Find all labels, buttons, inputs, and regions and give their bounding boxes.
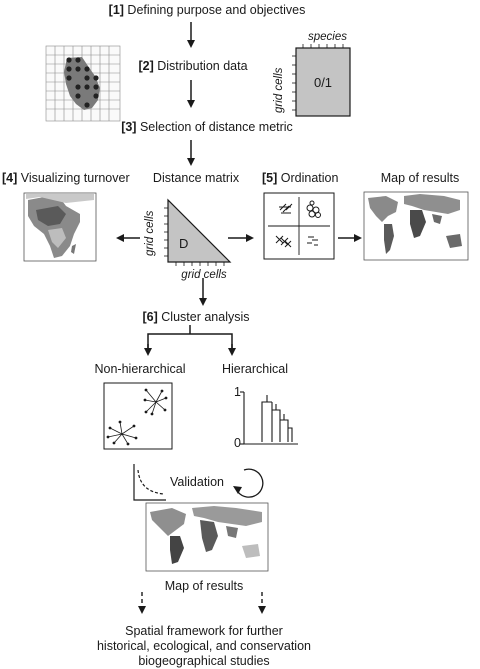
step-2-text: Distribution data (157, 59, 248, 73)
final-line-2: historical, ecological, and conservation (96, 639, 311, 653)
step-1-text: Defining purpose and objectives (127, 3, 306, 17)
dendrogram (240, 391, 298, 445)
nonhierarchical-plot (103, 382, 173, 450)
distance-matrix-label: Distance matrix (152, 171, 240, 185)
distance-triangle (164, 198, 232, 266)
step-5-text: Ordination (280, 171, 339, 185)
map-of-results-bottom-label: Map of results (164, 579, 244, 593)
step-2-number: [2] (138, 59, 154, 73)
step-4-number: [4] (2, 171, 18, 185)
step-4-text: Visualizing turnover (20, 171, 130, 185)
matrix-value: 0/1 (313, 75, 333, 90)
step-6-text: Cluster analysis (161, 310, 250, 324)
hierarchical-label: Hierarchical (222, 362, 288, 376)
africa-turnover-map (23, 192, 97, 262)
triangle-grid-cells-horizontal: grid cells (181, 269, 227, 281)
dendrogram-bottom-tick: 0 (234, 436, 241, 450)
triangle-grid-cells-vertical: grid cells (144, 210, 156, 256)
cluster-split-lines (147, 333, 233, 352)
ordination-plot (263, 192, 335, 260)
validation-elbow-plot (133, 464, 166, 501)
step-6-number: [6] (142, 310, 158, 324)
step-3-text: Selection of distance metric (139, 120, 293, 134)
step-4-label: [4] Visualizing turnover (2, 172, 130, 185)
step-5-label: [5] Ordination (262, 172, 338, 185)
final-line-3: biogeographical studies (138, 654, 270, 668)
presence-dots (66, 57, 99, 108)
step-6-label: [6] Cluster analysis (143, 311, 250, 324)
non-hierarchical-label: Non-hierarchical (94, 362, 186, 376)
matrix-grid-cells-label: grid cells (273, 67, 285, 113)
step-2-label: [2] Distribution data (138, 60, 247, 73)
map-of-results-top-label: Map of results (380, 171, 460, 185)
final-framework-text: Spatial framework for further historical… (44, 624, 364, 669)
occurrence-matrix (292, 44, 351, 117)
matrix-species-label: species (308, 31, 347, 43)
validation-label: Validation (170, 475, 224, 489)
validation-cycle-icon (233, 468, 264, 498)
step-5-number: [5] (262, 171, 278, 185)
step-1-label: [1] Defining purpose and objectives (109, 4, 306, 17)
species-range-shape (64, 57, 100, 110)
step-3-label: [3] Selection of distance metric (121, 121, 293, 134)
triangle-value: D (179, 236, 189, 251)
world-map-bottom (145, 502, 269, 572)
dendrogram-top-tick: 1 (234, 385, 241, 399)
final-line-1: Spatial framework for further (125, 624, 283, 638)
world-map-top (363, 191, 469, 261)
step-1-number: [1] (108, 3, 124, 17)
step-3-number: [3] (121, 120, 137, 134)
